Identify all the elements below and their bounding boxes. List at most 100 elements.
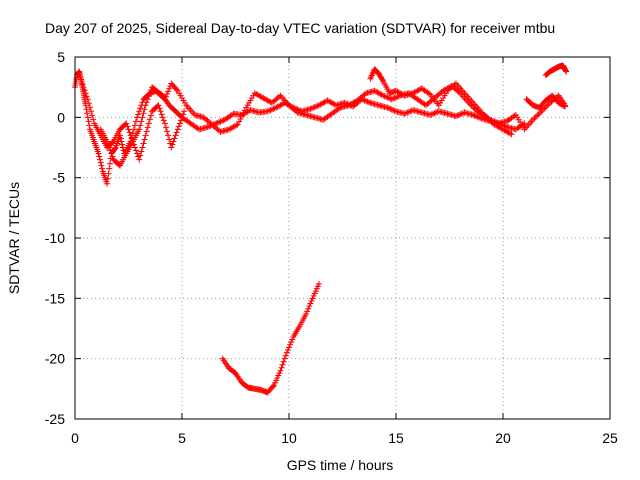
data-point-trail — [214, 119, 221, 126]
data-point-trail — [365, 99, 372, 106]
data-point-trail — [172, 132, 179, 139]
data-point-trail — [544, 102, 551, 109]
data-point — [161, 96, 168, 103]
data-point — [129, 138, 136, 145]
data-point-trail — [402, 110, 409, 117]
y-tick-label: -20 — [45, 351, 65, 367]
data-point-trail — [81, 87, 88, 94]
data-point-trail — [286, 344, 292, 351]
data-point-trail — [270, 105, 277, 112]
data-point-trail — [430, 110, 437, 117]
data-point-trail — [381, 93, 388, 100]
data-point-trail — [146, 116, 153, 123]
data-point-trail — [86, 104, 93, 111]
data-point-trail — [98, 162, 105, 169]
data-point-trail — [307, 300, 314, 307]
x-tick-label: 25 — [602, 430, 618, 446]
data-point-trail — [164, 91, 171, 98]
data-point-trail — [471, 112, 478, 119]
data-point — [563, 68, 570, 75]
data-point-trail — [99, 165, 106, 172]
data-point-trail — [305, 305, 312, 312]
data-point-trail — [137, 122, 144, 129]
data-point-trail — [147, 112, 154, 119]
data-point-trail — [171, 135, 178, 142]
data-point-trail — [156, 105, 163, 112]
data-point-trail — [90, 116, 97, 123]
data-point-trail — [384, 94, 391, 101]
data-point-trail — [173, 129, 180, 136]
data-point-trail — [84, 114, 91, 121]
data-point-trail — [432, 109, 439, 116]
data-point-trail — [105, 170, 112, 177]
data-point-trail — [228, 111, 235, 118]
data-point-trail — [131, 144, 138, 151]
data-point-trail — [308, 105, 315, 112]
data-point-trail — [130, 126, 137, 133]
data-point-trail — [127, 132, 134, 139]
data-point-trail — [394, 93, 401, 100]
data-point-trail — [407, 108, 414, 115]
data-point — [307, 105, 314, 112]
data-point-trail — [144, 124, 151, 131]
y-tick-label: -10 — [45, 230, 65, 246]
data-point-trail — [458, 110, 465, 117]
data-point-trail — [180, 111, 187, 118]
data-point-trail — [107, 147, 114, 154]
data-point-trail — [143, 99, 150, 106]
data-point-trail — [385, 95, 392, 102]
data-point-trail — [216, 119, 223, 126]
data-point-trail — [268, 106, 275, 113]
data-point — [264, 108, 271, 115]
data-point — [277, 367, 284, 374]
data-point — [315, 280, 322, 287]
data-point-trail — [106, 144, 113, 151]
data-point-trail — [306, 303, 313, 310]
data-point — [78, 78, 85, 85]
data-point-trail — [379, 76, 386, 83]
data-point-trail — [491, 118, 498, 125]
data-point-trail — [104, 175, 111, 182]
data-point-trail — [146, 90, 153, 97]
grid-lines — [75, 57, 610, 419]
data-point-trail — [141, 136, 148, 143]
axis-ticks — [74, 56, 611, 420]
data-point-trail — [109, 139, 116, 146]
data-point-trail — [80, 84, 87, 91]
data-point-trail — [119, 141, 126, 148]
axis-tick-labels: 0 5 10 15 20 25 5 0 -5 -10 -15 -20 -25 — [45, 49, 618, 446]
data-point-trail — [170, 138, 177, 145]
data-point — [384, 104, 391, 111]
data-point — [123, 120, 130, 127]
x-axis-label: GPS time / hours — [287, 457, 394, 473]
data-point-trail — [111, 145, 118, 152]
data-series — [72, 62, 570, 396]
data-point-trail — [289, 336, 296, 343]
data-point — [487, 116, 494, 123]
data-point-trail — [475, 114, 482, 121]
data-point-trail — [136, 108, 143, 115]
data-point-trail — [106, 165, 113, 172]
data-point-trail — [287, 341, 294, 348]
data-point-trail — [488, 117, 495, 124]
y-tick-label: -15 — [45, 290, 65, 306]
data-point-trail — [311, 104, 318, 111]
data-point-trail — [405, 108, 412, 115]
data-point-trail — [84, 110, 91, 117]
data-point-trail — [535, 111, 542, 118]
data-point — [427, 111, 434, 118]
data-point-trail — [217, 118, 224, 125]
data-point-trail — [531, 115, 538, 122]
data-point-trail — [393, 94, 399, 101]
data-point-trail — [271, 105, 278, 112]
data-point — [136, 126, 143, 133]
data-point-trail — [96, 156, 103, 163]
data-point-trail — [388, 106, 395, 113]
data-point-trail — [143, 128, 150, 135]
data-point — [508, 131, 515, 138]
data-point-trail — [135, 111, 142, 118]
data-point-trail — [278, 364, 285, 371]
data-point-trail — [139, 144, 146, 151]
data-point-trail — [279, 361, 286, 368]
